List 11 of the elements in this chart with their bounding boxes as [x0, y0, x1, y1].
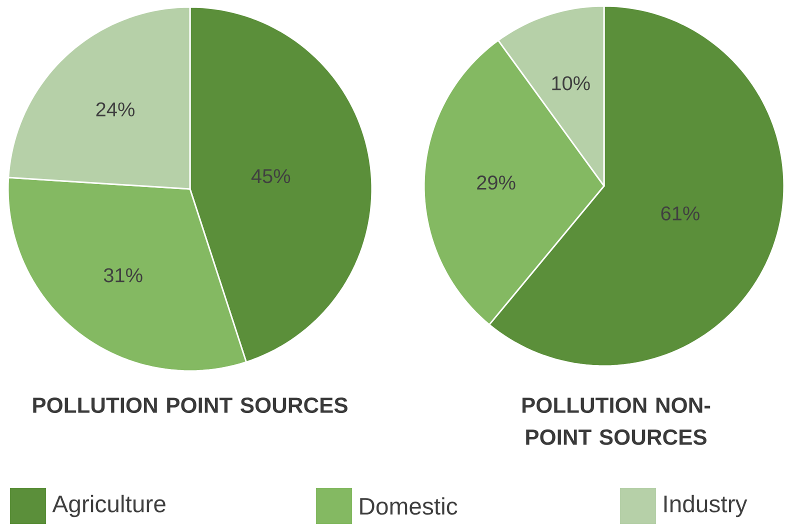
data-label: 61% — [661, 206, 700, 220]
data-label: 31% — [104, 268, 142, 282]
legend-label: Industry — [664, 494, 748, 518]
data-label: 45% — [251, 169, 290, 184]
data-label: 29% — [477, 176, 516, 190]
text: POLLUTION NON-POINT SOURCES — [522, 397, 710, 445]
data-label: 10% — [552, 76, 590, 90]
legend-label: Agriculture — [52, 494, 166, 518]
legend-label: Domestic — [360, 497, 458, 515]
text: POLLUTION POINT SOURCES — [33, 397, 348, 414]
data-label: 24% — [96, 102, 134, 116]
